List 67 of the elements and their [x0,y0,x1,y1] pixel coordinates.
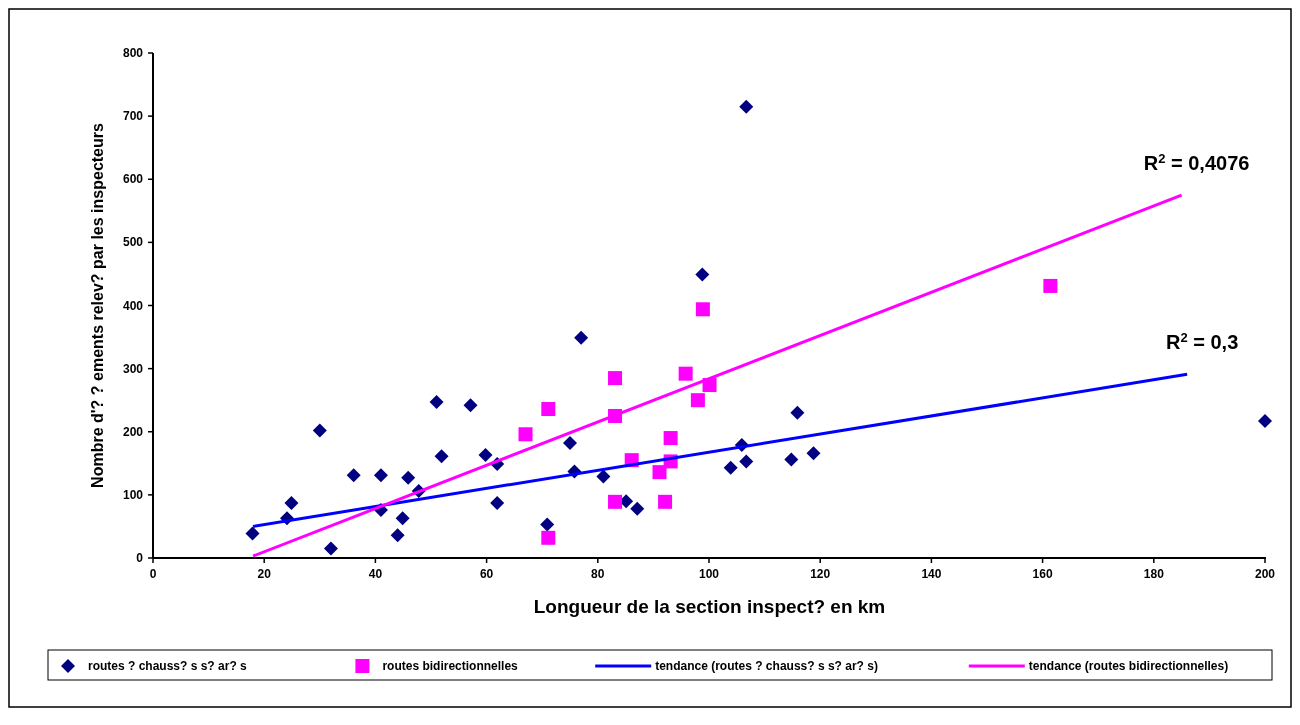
x-tick-label: 160 [1032,567,1053,581]
x-tick-label: 200 [1254,567,1276,581]
x-tick-label: 180 [1143,567,1165,581]
legend-label: routes ? chauss? s s? ar? s [88,659,248,673]
point [658,494,673,509]
point [574,330,589,345]
point [739,99,754,114]
point [401,470,416,485]
y-tick-label: 200 [122,424,144,439]
point [429,395,444,410]
point [373,468,388,483]
x-tick-label: 40 [368,567,383,581]
point [478,448,493,463]
annotation: R$^{2}$ = 0,3 [1166,329,1239,354]
x-axis-title: Longueur de la section inspect? en km [533,596,886,617]
point [790,405,805,420]
x-tick-label: 0 [149,567,157,581]
y-tick-label: 700 [122,109,144,124]
x-tick-label: 20 [257,567,272,581]
x-tick-label: 80 [591,567,605,581]
point [284,496,299,511]
point [1258,414,1272,429]
point [518,427,533,442]
point [395,511,410,526]
annotation: R$^{2}$ = 0,4076 [1143,150,1250,175]
point [690,393,705,408]
point [652,465,667,480]
point [346,468,361,483]
point [541,530,556,545]
point [695,302,710,317]
y-tick-label: 100 [122,487,144,502]
point [663,431,678,446]
point [563,436,577,451]
legend-label: tendance (routes bidirectionnelles) [1028,659,1229,673]
y-tick-label: 800 [122,46,144,60]
y-axis-title: Nombre d'? ? ements relev? par les inspecteurs [89,122,106,488]
legend-label: tendance (routes ? chauss? s s? ar? s) [655,659,878,673]
point [490,496,505,511]
point [739,454,754,469]
x-tick-label: 60 [479,567,494,581]
y-tick-label: 0 [136,551,144,565]
y-tick-label: 400 [122,298,144,313]
point [608,371,623,386]
point [312,423,327,438]
point [695,267,710,282]
x-tick-label: 100 [698,567,720,581]
point [245,526,260,541]
y-tick-label: 300 [122,361,144,376]
legend-label: routes bidirectionnelles [382,659,519,673]
point [806,446,821,461]
point [608,494,623,509]
point [596,469,611,484]
point [434,449,449,464]
x-tick-label: 120 [810,567,831,581]
point [723,460,738,475]
point [463,398,478,413]
point [390,528,405,543]
point [1043,278,1058,293]
point [323,541,338,556]
point [784,452,799,467]
point [540,517,555,532]
point [630,501,645,516]
y-tick-label: 500 [122,235,144,250]
y-tick-label: 600 [122,172,144,187]
point [678,366,693,381]
x-tick-label: 140 [921,567,942,581]
point [541,402,556,417]
